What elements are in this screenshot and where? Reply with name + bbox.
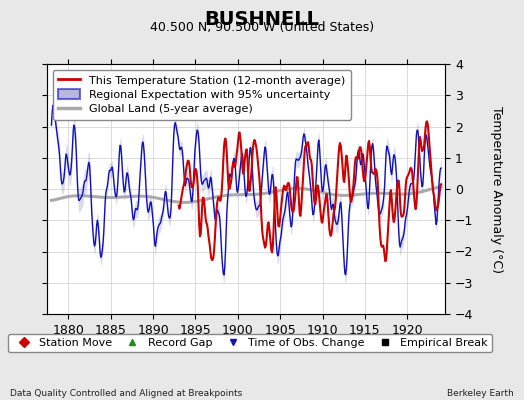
Legend: Station Move, Record Gap, Time of Obs. Change, Empirical Break: Station Move, Record Gap, Time of Obs. C…: [8, 334, 492, 352]
Y-axis label: Temperature Anomaly (°C): Temperature Anomaly (°C): [490, 106, 503, 272]
Text: BUSHNELL: BUSHNELL: [204, 10, 320, 29]
Legend: This Temperature Station (12-month average), Regional Expectation with 95% uncer: This Temperature Station (12-month avera…: [53, 70, 351, 120]
Text: Data Quality Controlled and Aligned at Breakpoints: Data Quality Controlled and Aligned at B…: [10, 389, 243, 398]
Text: Berkeley Earth: Berkeley Earth: [447, 389, 514, 398]
Text: 40.500 N, 90.500 W (United States): 40.500 N, 90.500 W (United States): [150, 21, 374, 34]
